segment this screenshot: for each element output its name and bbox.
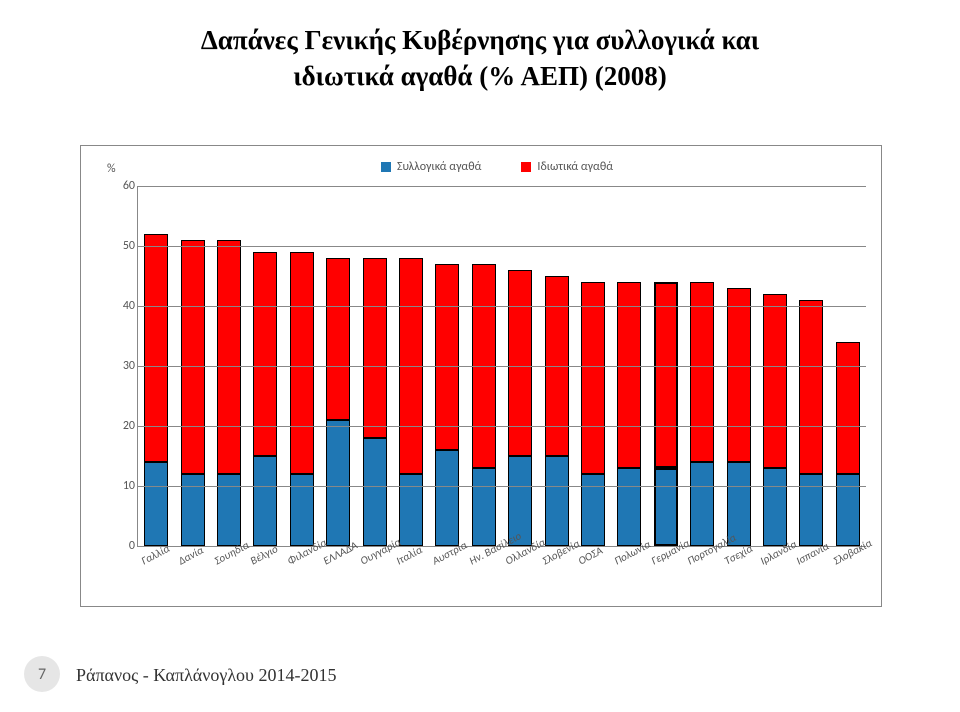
bar — [217, 240, 241, 546]
legend-swatch-idio — [521, 162, 531, 172]
legend-label-syll: Συλλογικά αγαθά — [397, 160, 481, 174]
bar-segment-syll — [326, 420, 350, 546]
gridline — [138, 486, 866, 487]
gridline — [138, 426, 866, 427]
y-tick-label: 50 — [123, 239, 135, 253]
bar-segment-idio — [581, 282, 605, 474]
page-number-badge: 7 — [24, 656, 60, 692]
bar-segment-syll — [144, 462, 168, 546]
legend-label-idio: Ιδιωτικά αγαθά — [537, 160, 613, 174]
legend: Συλλογικά αγαθά Ιδιωτικά αγαθά — [381, 160, 613, 174]
bar-segment-syll — [617, 468, 641, 546]
bar — [399, 258, 423, 546]
bar — [690, 282, 714, 546]
bar-segment-idio — [217, 240, 241, 474]
bar — [836, 342, 860, 546]
bar — [654, 282, 678, 546]
bar-segment-syll — [181, 474, 205, 546]
bar-segment-idio — [727, 288, 751, 462]
bar-segment-idio — [654, 282, 678, 468]
y-axis: 0102030405060 — [103, 186, 137, 546]
bar-segment-syll — [545, 456, 569, 546]
bar-segment-syll — [472, 468, 496, 546]
bar — [727, 288, 751, 546]
bar — [363, 258, 387, 546]
chart-container: % Συλλογικά αγαθά Ιδιωτικά αγαθά 0 10 20 30… — [80, 145, 882, 607]
bar-segment-idio — [617, 282, 641, 468]
gridline — [138, 306, 866, 307]
y-axis-label: % — [107, 162, 116, 176]
bar — [581, 282, 605, 546]
y-tick-label: 60 — [123, 179, 135, 193]
bar-segment-syll — [399, 474, 423, 546]
bar-segment-idio — [435, 264, 459, 450]
page-number: 7 — [38, 665, 46, 684]
bar — [763, 294, 787, 546]
bar-segment-syll — [363, 438, 387, 546]
bar — [617, 282, 641, 546]
bar-segment-idio — [326, 258, 350, 420]
bar-segment-syll — [763, 468, 787, 546]
bar-segment-syll — [217, 474, 241, 546]
bar — [508, 270, 532, 546]
page-title: Δαπάνες Γενικής Κυβέρνησης για συλλογικά… — [0, 22, 960, 95]
footer-text: Ράπανος - Καπλάνογλου 2014-2015 — [76, 665, 336, 686]
legend-item-idio: Ιδιωτικά αγαθά — [521, 160, 613, 174]
slide: Δαπάνες Γενικής Κυβέρνησης για συλλογικά… — [0, 0, 960, 712]
bar-segment-idio — [144, 234, 168, 462]
gridline — [138, 366, 866, 367]
bar-segment-idio — [508, 270, 532, 456]
bar-segment-syll — [690, 462, 714, 546]
y-tick-label: 30 — [123, 359, 135, 373]
bar-segment-idio — [799, 300, 823, 474]
plot-area — [137, 186, 866, 547]
bar — [799, 300, 823, 546]
bar-segment-idio — [290, 252, 314, 474]
bar-segment-syll — [581, 474, 605, 546]
bar-segment-syll — [836, 474, 860, 546]
bar-segment-syll — [654, 468, 678, 546]
y-tick-label: 10 — [123, 479, 135, 493]
gridline — [138, 186, 866, 187]
bar-segment-syll — [435, 450, 459, 546]
y-tick-label: 20 — [123, 419, 135, 433]
bar-segment-idio — [363, 258, 387, 438]
bar-segment-syll — [799, 474, 823, 546]
bar — [144, 234, 168, 546]
title-line-1: Δαπάνες Γενικής Κυβέρνησης για συλλογικά… — [201, 25, 759, 55]
y-tick-label: 40 — [123, 299, 135, 313]
legend-item-syll: Συλλογικά αγαθά — [381, 160, 481, 174]
gridline — [138, 246, 866, 247]
bar-segment-syll — [253, 456, 277, 546]
title-line-2: ιδιωτικά αγαθά (% ΑΕΠ) (2008) — [293, 61, 667, 91]
bar — [326, 258, 350, 546]
bar — [545, 276, 569, 546]
bar — [181, 240, 205, 546]
bar — [290, 252, 314, 546]
bar-segment-idio — [836, 342, 860, 474]
x-tick-label: Δανία — [176, 544, 206, 568]
bar-segment-idio — [763, 294, 787, 468]
bar — [253, 252, 277, 546]
bar-segment-idio — [181, 240, 205, 474]
legend-swatch-syll — [381, 162, 391, 172]
y-tick-label: 0 — [129, 539, 135, 553]
bar-segment-idio — [690, 282, 714, 462]
x-axis-labels: ΓαλλίαΔανίαΣουηδίαΒέλγιοΦιλανδίαΕΛΛΑΔΑΟυ… — [137, 548, 865, 598]
bar-segment-syll — [290, 474, 314, 546]
